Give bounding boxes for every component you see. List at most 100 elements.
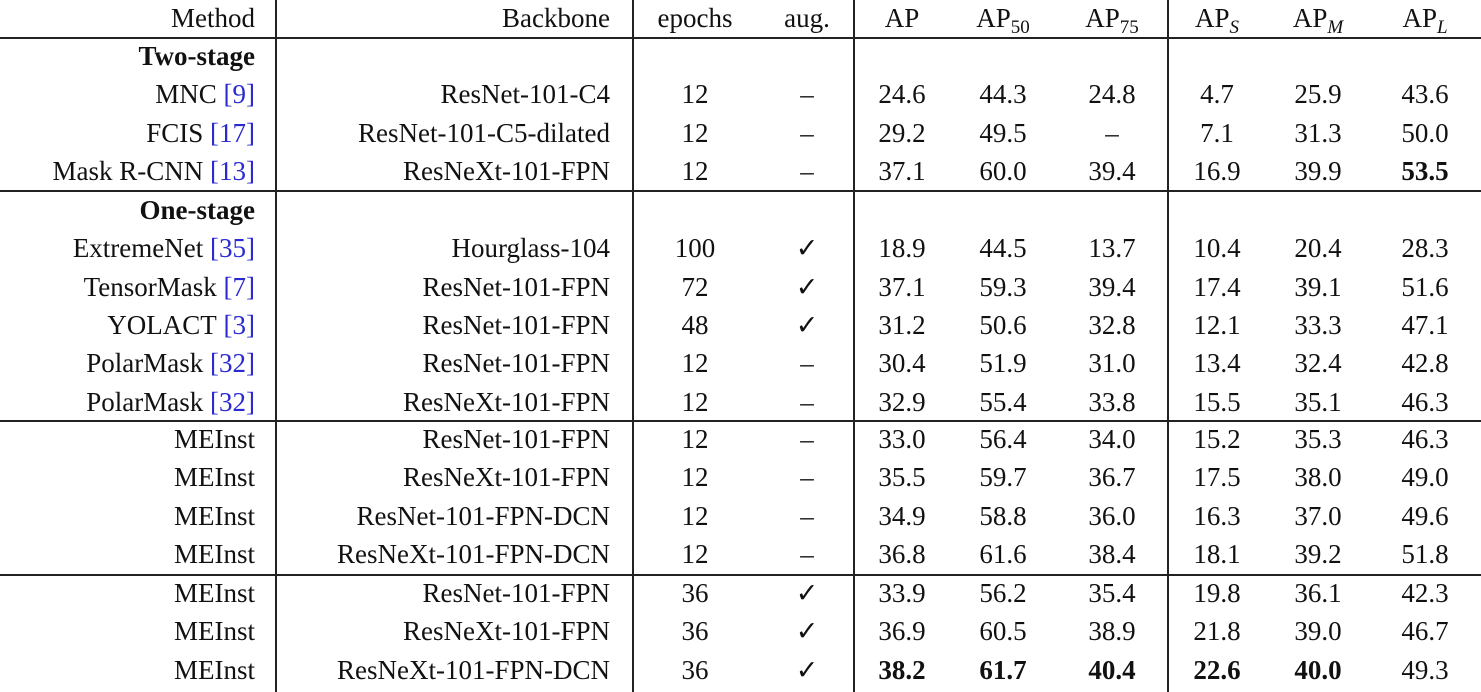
epochs-cell: 36 bbox=[681, 578, 709, 608]
metric-cell: 35.1 bbox=[1294, 386, 1342, 417]
metric-cell: 49.0 bbox=[1401, 462, 1449, 493]
metric-cell: 56.2 bbox=[979, 578, 1027, 608]
section-rule bbox=[0, 420, 1481, 422]
metric-cell: 44.5 bbox=[979, 233, 1027, 264]
column-rule bbox=[632, 0, 634, 692]
metric-cell: 19.8 bbox=[1193, 578, 1241, 608]
metric-cell: 39.4 bbox=[1088, 271, 1136, 302]
epochs-cell: 12 bbox=[681, 500, 709, 531]
metric-cell: 24.6 bbox=[878, 79, 926, 110]
method-name: ExtremeNet bbox=[72, 233, 204, 264]
header-main: AP bbox=[1194, 3, 1230, 33]
method-cell: MEInst bbox=[174, 501, 255, 531]
metric-cell: 44.3 bbox=[979, 79, 1027, 110]
metric-cell: 36.8 bbox=[878, 538, 926, 569]
metric-cell: 35.5 bbox=[878, 462, 926, 493]
citation: [32] bbox=[210, 386, 255, 417]
metric-cell: 53.5 bbox=[1401, 155, 1449, 186]
metric-cell: 33.0 bbox=[878, 424, 926, 454]
metric-cell: 17.4 bbox=[1193, 271, 1241, 302]
header-main: AP bbox=[976, 3, 1011, 33]
metric-cell: 59.3 bbox=[979, 271, 1027, 302]
header-main: AP bbox=[1292, 3, 1328, 33]
metric-cell: 59.7 bbox=[979, 462, 1027, 493]
metric-cell: 51.9 bbox=[979, 348, 1027, 379]
backbone-cell: Hourglass-104 bbox=[451, 233, 611, 264]
epochs-cell: 12 bbox=[681, 462, 709, 493]
method-cell: MEInst bbox=[174, 616, 255, 646]
method-name: TensorMask bbox=[83, 271, 217, 302]
metric-cell: 61.7 bbox=[979, 654, 1027, 685]
backbone-cell: ResNet-101-FPN bbox=[422, 348, 611, 379]
method-cell: Mask R-CNN [13] bbox=[53, 156, 256, 186]
backbone-cell: ResNeXt-101-FPN bbox=[403, 616, 610, 647]
backbone-cell: ResNeXt-101-FPN bbox=[403, 386, 610, 417]
section-title: Two-stage bbox=[138, 41, 255, 71]
backbone-cell: ResNeXt-101-FPN-DCN bbox=[337, 654, 610, 685]
method-name: MEInst bbox=[174, 462, 255, 493]
metric-cell: 16.9 bbox=[1193, 155, 1241, 186]
backbone-cell: ResNeXt-101-FPN-DCN bbox=[337, 538, 610, 569]
header-cell: AP50 bbox=[976, 3, 1030, 38]
metric-cell: 37.1 bbox=[878, 155, 926, 186]
backbone-cell: ResNet-101-C5-dilated bbox=[358, 117, 610, 148]
metric-cell: 31.3 bbox=[1294, 117, 1342, 148]
metric-cell: 40.4 bbox=[1088, 654, 1136, 685]
metric-cell: 33.3 bbox=[1294, 309, 1342, 340]
header-cell: APL bbox=[1402, 3, 1447, 38]
metric-cell: 38.4 bbox=[1088, 538, 1136, 569]
method-cell: MNC [9] bbox=[155, 79, 255, 109]
method-cell: YOLACT [3] bbox=[107, 310, 255, 340]
aug-cell: ✓ bbox=[795, 616, 819, 647]
metric-cell: 21.8 bbox=[1193, 616, 1241, 647]
citation: [9] bbox=[223, 79, 255, 110]
method-name: MEInst bbox=[174, 538, 255, 569]
citation: [35] bbox=[210, 233, 255, 264]
aug-cell: – bbox=[800, 386, 814, 417]
method-cell: MEInst bbox=[174, 424, 255, 454]
column-rule bbox=[275, 0, 277, 692]
metric-cell: 16.3 bbox=[1193, 500, 1241, 531]
metric-cell: 46.3 bbox=[1401, 424, 1449, 454]
metric-cell: 47.1 bbox=[1401, 309, 1449, 340]
method-name: MEInst bbox=[174, 578, 255, 608]
metric-cell: 33.9 bbox=[878, 578, 926, 608]
method-cell: TensorMask [7] bbox=[84, 272, 255, 302]
metric-cell: 51.6 bbox=[1401, 271, 1449, 302]
aug-cell: – bbox=[800, 500, 814, 531]
header-sub: M bbox=[1327, 17, 1344, 38]
metric-cell: 20.4 bbox=[1294, 233, 1342, 264]
aug-cell: – bbox=[800, 424, 814, 454]
epochs-cell: 100 bbox=[674, 233, 716, 264]
header-main: AP bbox=[884, 3, 920, 33]
header-sub: L bbox=[1436, 17, 1448, 38]
metric-cell: 50.0 bbox=[1401, 117, 1449, 148]
backbone-cell: ResNet-101-FPN bbox=[422, 424, 611, 454]
metric-cell: 7.1 bbox=[1200, 117, 1234, 148]
citation: [32] bbox=[210, 348, 255, 379]
metric-cell: 51.8 bbox=[1401, 538, 1449, 569]
section-rule bbox=[0, 574, 1481, 576]
method-name: MEInst bbox=[174, 424, 255, 454]
metric-cell: 39.4 bbox=[1088, 155, 1136, 186]
method-cell: ExtremeNet [35] bbox=[73, 233, 255, 263]
epochs-cell: 12 bbox=[681, 348, 709, 379]
metric-cell: 35.3 bbox=[1294, 424, 1342, 454]
metric-cell: 36.1 bbox=[1294, 578, 1342, 608]
metric-cell: 60.0 bbox=[979, 155, 1027, 186]
metric-cell: 15.2 bbox=[1193, 424, 1241, 454]
metric-cell: – bbox=[1105, 117, 1119, 148]
backbone-cell: ResNeXt-101-FPN bbox=[403, 462, 610, 493]
metric-cell: 36.9 bbox=[878, 616, 926, 647]
metric-cell: 38.9 bbox=[1088, 616, 1136, 647]
method-cell: MEInst bbox=[174, 578, 255, 608]
epochs-cell: 12 bbox=[681, 117, 709, 148]
metric-cell: 39.2 bbox=[1294, 538, 1342, 569]
method-cell: MEInst bbox=[174, 462, 255, 492]
header-cell: epochs bbox=[657, 3, 733, 33]
aug-cell: ✓ bbox=[795, 654, 819, 685]
metric-cell: 46.3 bbox=[1401, 386, 1449, 417]
metric-cell: 34.9 bbox=[878, 500, 926, 531]
metric-cell: 24.8 bbox=[1088, 79, 1136, 110]
